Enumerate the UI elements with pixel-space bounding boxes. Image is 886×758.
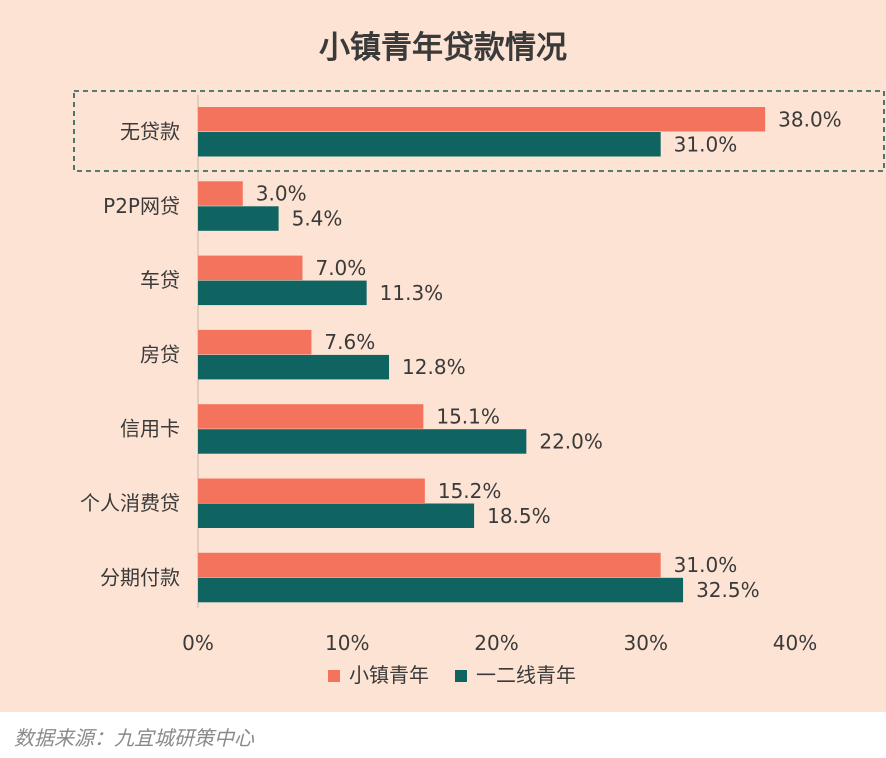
bar	[198, 181, 243, 206]
bar	[198, 206, 279, 231]
category-label: 房贷	[140, 342, 180, 366]
x-tick-label: 0%	[182, 631, 214, 655]
bar-chart: 0% 10% 20% 30% 40% 无贷款 38.0% 31.0% P2P网贷 3.0%5.4…	[73, 90, 885, 687]
chart-title: 小镇青年贷款情况	[319, 30, 567, 66]
legend-swatch	[455, 670, 467, 682]
legend: 小镇青年 一二线青年	[328, 663, 576, 687]
bar	[198, 577, 684, 603]
x-tick-label: 20%	[474, 631, 518, 655]
bar	[198, 503, 475, 528]
x-tick-label: 10%	[325, 631, 369, 655]
data-label: 3.0%	[256, 182, 307, 206]
source-note: 数据来源：九宜城研策中心	[14, 726, 254, 750]
bar	[198, 132, 661, 157]
x-tick-label: 30%	[624, 631, 668, 655]
legend-label: 小镇青年	[349, 663, 429, 687]
category-label: P2P网贷	[103, 194, 180, 218]
data-label: 18.5%	[487, 504, 551, 528]
bar	[198, 354, 390, 380]
legend-swatch	[328, 670, 340, 682]
bar	[198, 280, 367, 306]
bars-layer	[198, 107, 766, 603]
data-label: 11.3%	[380, 281, 444, 305]
category-label: 个人消费贷	[80, 491, 180, 515]
data-label: 32.5%	[696, 578, 760, 602]
data-label: 15.1%	[436, 404, 500, 428]
bar	[198, 107, 766, 132]
category-label: 分期付款	[100, 565, 180, 589]
data-label: 7.6%	[324, 330, 375, 354]
data-label: 15.2%	[438, 479, 502, 503]
bar	[198, 329, 312, 355]
category-label: 车贷	[140, 268, 180, 292]
bar	[198, 478, 425, 503]
bar	[198, 429, 527, 454]
bar	[198, 552, 661, 578]
bar	[198, 255, 303, 281]
data-label: 5.4%	[292, 207, 343, 231]
category-label: 信用卡	[120, 417, 180, 441]
data-label: 31.0%	[674, 553, 738, 577]
data-label: 7.0%	[315, 256, 366, 280]
bar	[198, 404, 424, 429]
labels-layer: 无贷款 38.0% 31.0% P2P网贷 3.0%5.4% 车贷 7.0% 11.3% 房贷 7…	[80, 107, 842, 602]
x-tick-label: 40%	[773, 631, 817, 655]
data-label: 38.0%	[778, 107, 842, 131]
data-label: 12.8%	[402, 355, 466, 379]
legend-label: 一二线青年	[476, 663, 576, 687]
data-label: 22.0%	[539, 429, 603, 453]
highlight-box	[73, 90, 885, 172]
highlight-layer	[73, 90, 885, 172]
data-label: 31.0%	[674, 132, 738, 156]
source-strip: 数据来源：九宜城研策中心	[0, 712, 886, 758]
category-label: 无贷款	[120, 120, 180, 144]
